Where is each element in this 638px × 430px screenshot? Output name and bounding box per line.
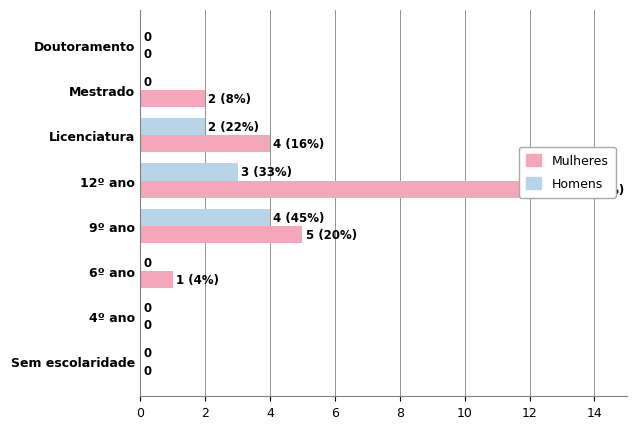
Text: 0: 0 [144,364,152,377]
Bar [140,226,302,243]
Text: 0: 0 [144,319,152,332]
Text: 5 (20%): 5 (20%) [306,228,357,241]
Bar [140,271,173,289]
Text: 3 (33%): 3 (33%) [241,166,292,179]
Bar [140,119,205,136]
Text: 0: 0 [144,48,152,61]
Text: 0: 0 [144,301,152,314]
Bar [140,91,205,108]
Text: 0: 0 [144,76,152,89]
Text: 2 (8%): 2 (8%) [209,93,251,106]
Bar [140,164,237,181]
Legend: Mulheres, Homens: Mulheres, Homens [519,147,616,198]
Text: 4 (45%): 4 (45%) [273,211,325,224]
Text: 0: 0 [144,31,152,44]
Bar [140,136,270,153]
Text: 0: 0 [144,256,152,269]
Text: 2 (22%): 2 (22%) [209,121,260,134]
Bar [140,181,562,198]
Bar [140,209,270,226]
Text: 1 (4%): 1 (4%) [176,273,219,286]
Text: 0: 0 [144,347,152,359]
Text: 4 (16%): 4 (16%) [273,138,325,151]
Text: 13 (52%): 13 (52%) [565,183,625,196]
